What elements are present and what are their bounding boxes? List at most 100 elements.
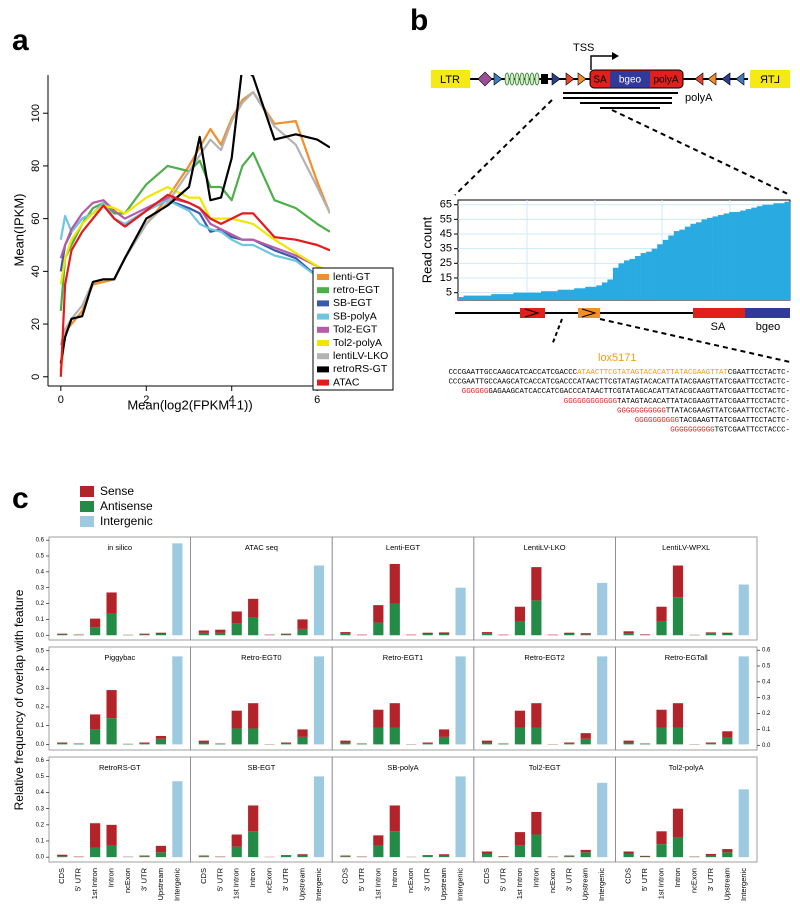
- sequence-segment: TTATACGAAGTTATCGAATTCCTACTC-: [666, 407, 790, 415]
- bar-segment: [106, 592, 117, 614]
- x-tick-label: Intergenic: [739, 868, 748, 901]
- x-tick-label: 3' UTR: [706, 867, 715, 891]
- y-tick-label: 0.5: [36, 554, 45, 560]
- bar-segment: [373, 622, 384, 636]
- bar-segment: [623, 740, 634, 743]
- bar-segment: [481, 740, 493, 743]
- panel-title: LentiLV-WPXL: [662, 543, 710, 552]
- bar-segment: [389, 831, 400, 858]
- series-line: [59, 75, 330, 364]
- bar: [474, 295, 481, 300]
- panel-title: Retro-EGT0: [241, 653, 281, 662]
- bar: [773, 203, 780, 300]
- bar-segment: [248, 703, 259, 729]
- x-tick-label: Intron: [248, 868, 257, 887]
- bar: [535, 292, 542, 300]
- bar-segment: [198, 855, 209, 857]
- sequence: GGGGGGGAGAAGCATCACCATCGACCCATAACTTCGTATA…: [462, 388, 790, 396]
- bar-segment: [422, 855, 433, 856]
- y-tick-label: 0.2: [36, 822, 45, 828]
- panel-frame: [473, 756, 616, 863]
- bar-segment: [514, 710, 526, 728]
- bar-segment: [672, 703, 684, 728]
- bar-segment: [656, 709, 667, 728]
- panel-title: Retro-EGT2: [524, 653, 564, 662]
- bar-segment: [248, 617, 259, 636]
- x-tick-label: Upstream: [156, 868, 165, 901]
- bar-segment: [373, 727, 384, 745]
- sequence-segment: CCCGAATTGCCAAGCATCACCATCGACCCATAACTTCGTA…: [448, 379, 790, 387]
- bar-segment: [356, 743, 367, 745]
- bar: [607, 279, 614, 300]
- bar-segment: [439, 855, 450, 858]
- bar: [784, 201, 791, 300]
- bar-segment: [248, 728, 259, 745]
- y-tick-label: 0.3: [36, 686, 45, 692]
- bar-segment: [422, 743, 433, 745]
- y-tick-label: 60: [30, 213, 42, 225]
- legend-label: ATAC: [333, 376, 360, 388]
- bar-segment: [531, 567, 542, 601]
- bar-segment: [340, 855, 351, 857]
- bar-segment: [597, 582, 608, 636]
- x-tick-label: 3' UTR: [423, 867, 432, 891]
- bar: [491, 294, 498, 300]
- bar-segment: [481, 853, 493, 858]
- bar-segment: [155, 735, 167, 739]
- legend-swatch: [80, 486, 94, 497]
- bar-segment: [722, 852, 733, 858]
- bar-segment: [672, 565, 684, 598]
- bar-segment: [139, 856, 150, 858]
- bar-segment: [481, 633, 493, 636]
- bar: [485, 295, 492, 300]
- bar: [729, 212, 735, 300]
- x-tick-label: 5' UTR: [215, 867, 224, 891]
- panel-title: RetroRS-GT: [99, 763, 141, 772]
- bar-segment: [155, 738, 167, 745]
- bar-segment: [597, 782, 608, 858]
- y-tick-label: 0.4: [36, 667, 45, 673]
- bar-segment: [580, 733, 591, 739]
- series-line: [59, 185, 330, 285]
- bar: [646, 251, 652, 300]
- bar: [751, 207, 758, 300]
- bar-segment: [106, 845, 117, 858]
- bar-segment: [172, 781, 183, 858]
- bar: [657, 244, 664, 300]
- bar-segment: [656, 606, 667, 621]
- bar-segment: [738, 656, 749, 745]
- bar-segment: [155, 633, 167, 636]
- bar-segment: [531, 834, 542, 858]
- bar-segment: [580, 633, 591, 635]
- bar: [590, 286, 597, 300]
- x-tick-label: 1st Intron: [232, 868, 241, 899]
- bar-segment: [722, 849, 733, 853]
- bar-segment: [481, 742, 493, 745]
- x-tick-label: 6: [314, 394, 320, 406]
- y-tick-label: 80: [30, 160, 42, 172]
- x-axis-label: Mean(log2(FPKM+1)): [127, 397, 252, 412]
- bar-segment: [231, 728, 242, 745]
- bar: [612, 267, 619, 300]
- panel-title: SB-polyA: [387, 763, 418, 772]
- bar-segment: [215, 629, 226, 633]
- panel-title: Lenti-EGT: [386, 543, 421, 552]
- bar-segment: [705, 632, 716, 634]
- panel-title: Tol2-polyA: [669, 763, 704, 772]
- bar: [756, 206, 763, 300]
- bar: [529, 292, 536, 300]
- bar-segment: [340, 856, 351, 858]
- x-tick-label: CDS: [57, 868, 66, 884]
- bar-segment: [106, 690, 117, 719]
- bar-segment: [172, 543, 183, 636]
- ltr-label: LTR: [760, 74, 780, 86]
- y-tick-label: 0.1: [36, 723, 45, 729]
- polya-reads-label: polyA: [685, 92, 713, 104]
- bar: [624, 260, 630, 300]
- x-tick-label: 5' UTR: [498, 867, 507, 891]
- bar: [469, 295, 475, 300]
- x-tick-label: Intergenic: [456, 868, 465, 901]
- series-line: [59, 199, 330, 291]
- bar-segment: [422, 855, 433, 858]
